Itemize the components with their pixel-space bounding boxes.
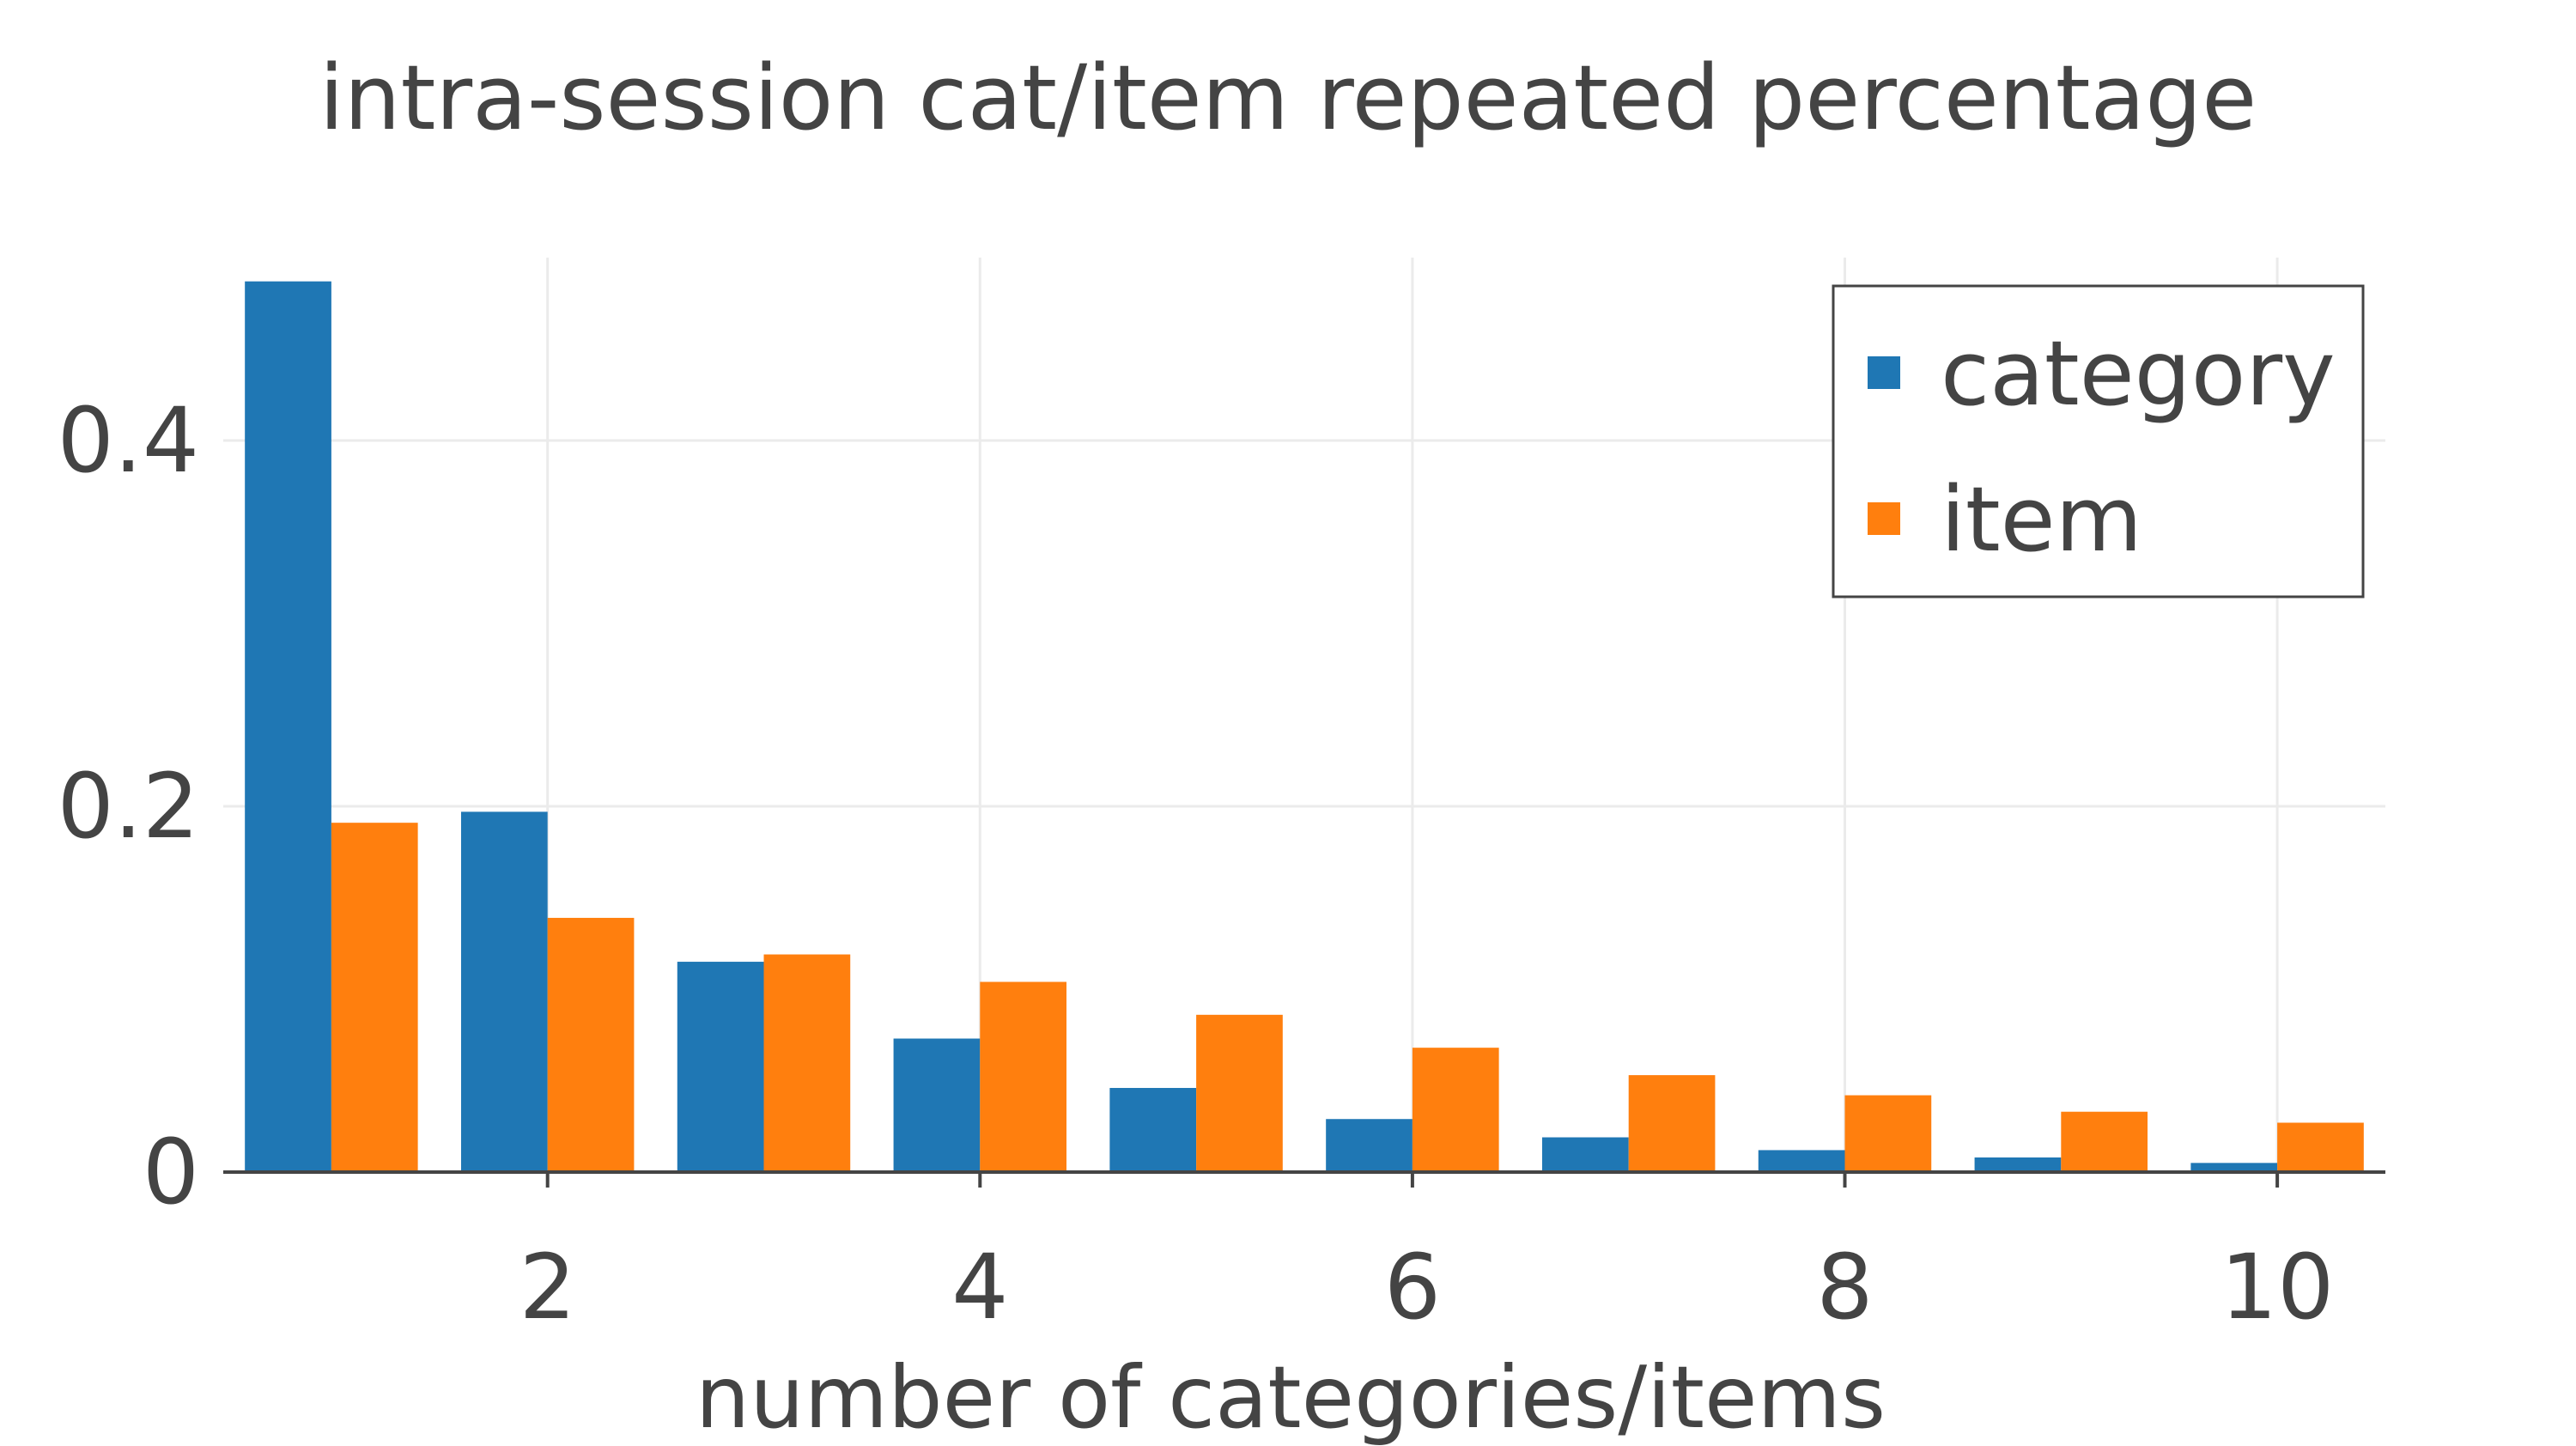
- bar-item-2: [547, 917, 635, 1172]
- bar-category-3: [677, 962, 764, 1172]
- legend-swatch-item: [1868, 502, 1900, 535]
- legend: category item: [1832, 284, 2365, 598]
- bar-category-7: [1541, 1137, 1629, 1172]
- y-tick-label: 0.4: [58, 388, 199, 493]
- bar-category-6: [1326, 1119, 1413, 1172]
- bar-item-6: [1412, 1048, 1499, 1172]
- legend-label-category: category: [1941, 321, 2336, 426]
- x-axis-label: number of categories/items: [696, 1347, 1886, 1446]
- bar-category-5: [1109, 1088, 1197, 1172]
- bar-category-8: [1758, 1150, 1845, 1172]
- bar-item-3: [763, 954, 851, 1172]
- x-tick-label: 8: [1816, 1235, 1873, 1340]
- axes: 2 4 6 8 10 0 0.2 0.4: [58, 388, 2385, 1340]
- bar-category-2: [460, 811, 548, 1172]
- bar-category-10: [2190, 1163, 2278, 1172]
- y-tick-label: 0.2: [58, 754, 199, 859]
- x-tick-label: 4: [951, 1235, 1008, 1340]
- bar-item-1: [331, 823, 418, 1172]
- bar-item-7: [1628, 1075, 1716, 1172]
- legend-box: [1832, 284, 2365, 598]
- x-tick-label: 6: [1384, 1235, 1441, 1340]
- chart-title: intra-session cat/item repeated percenta…: [319, 46, 2257, 150]
- bar-item-5: [1196, 1014, 1283, 1172]
- bar-category-1: [245, 281, 331, 1173]
- x-tick-label: 10: [2221, 1235, 2334, 1340]
- bar-category-9: [1974, 1157, 2062, 1172]
- bar-item-4: [980, 981, 1067, 1172]
- bar-category-4: [893, 1038, 981, 1172]
- bars: [245, 281, 2364, 1173]
- x-tick-label: 2: [519, 1235, 576, 1340]
- y-tick-label: 0: [143, 1120, 199, 1224]
- legend-label-item: item: [1941, 467, 2142, 572]
- bar-item-10: [2277, 1122, 2364, 1172]
- bar-item-9: [2061, 1111, 2148, 1172]
- bar-item-8: [1844, 1095, 1932, 1172]
- legend-swatch-category: [1868, 356, 1900, 389]
